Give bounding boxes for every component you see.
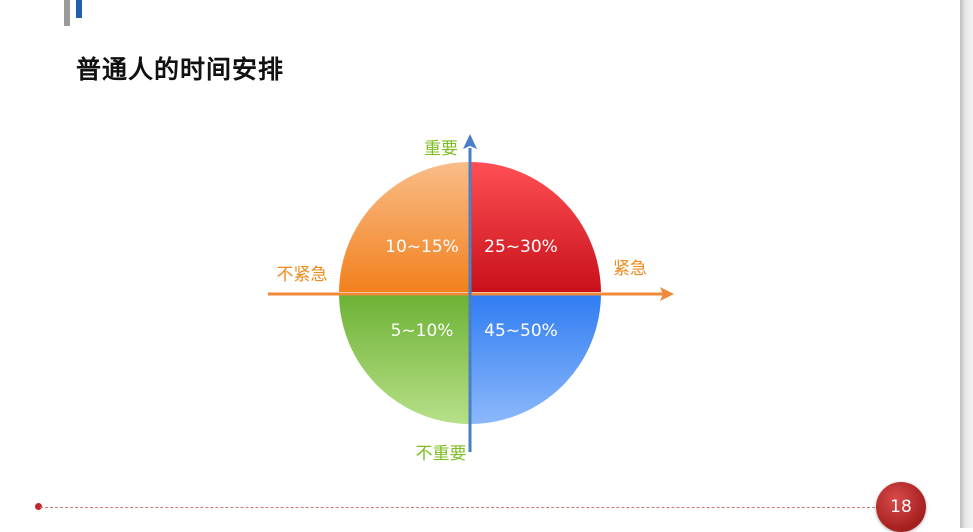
time-quadrant-diagram: 10~15% 25~30% 5~10% 45~50% 重要 不重要 不紧急 紧急 <box>268 134 674 464</box>
footer-dashed-line <box>40 507 880 508</box>
quadrant-label-important-not-urgent: 10~15% <box>385 237 459 257</box>
axis-label-not-urgent: 不紧急 <box>277 265 328 285</box>
vertical-axis-arrow <box>463 134 477 452</box>
quadrant-important-urgent <box>470 162 601 293</box>
footer-dot <box>35 503 42 510</box>
quadrant-label-unimportant-urgent: 45~50% <box>484 321 558 341</box>
quadrant-label-unimportant-not-urgent: 5~10% <box>391 321 454 341</box>
window-edge <box>960 0 973 528</box>
header-accent-gray <box>64 0 70 26</box>
axis-label-unimportant: 不重要 <box>416 444 467 464</box>
slide: 普通人的时间安排 <box>35 0 926 532</box>
quadrant-unimportant-urgent <box>470 293 601 424</box>
quadrant-label-important-urgent: 25~30% <box>484 237 558 257</box>
quadrant-important-not-urgent <box>339 162 470 293</box>
quadrant-unimportant-not-urgent <box>339 293 470 424</box>
page-title: 普通人的时间安排 <box>76 55 285 84</box>
axis-label-important: 重要 <box>424 139 458 159</box>
page-number-badge: 18 <box>876 482 926 532</box>
horizontal-axis-arrow <box>268 287 674 301</box>
axis-label-urgent: 紧急 <box>613 259 647 279</box>
header-accent-blue <box>76 0 82 18</box>
